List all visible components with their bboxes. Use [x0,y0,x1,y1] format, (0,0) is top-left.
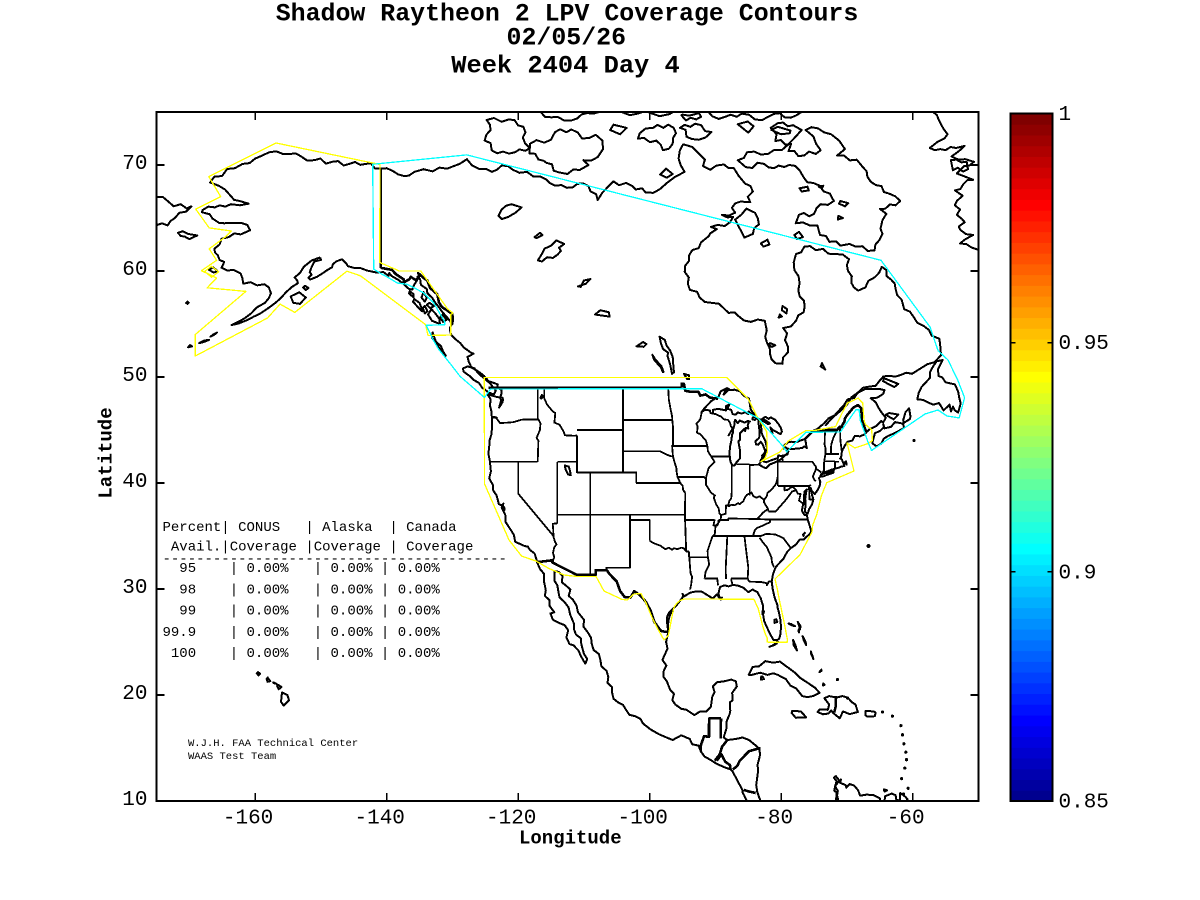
svg-text:------------------------------: ----------------------------------------… [163,552,507,568]
svg-text:99.9 | 0.00% | 0.00% | 0.: 99.9 | 0.00% | 0.00% | 0.00% [163,625,441,641]
svg-text:60: 60 [122,259,147,282]
svg-text:50: 50 [122,365,147,388]
svg-text:0.95: 0.95 [1059,333,1109,356]
svg-text:-80: -80 [755,808,793,831]
svg-text:0.9: 0.9 [1059,562,1097,585]
svg-text:20: 20 [122,683,147,706]
svg-text:10: 10 [122,789,147,812]
svg-text:Latitude: Latitude [96,407,118,498]
svg-text:-140: -140 [354,808,404,831]
svg-text:Percent| CONUS | Alaska | C: Percent| CONUS | Alaska | Canada [163,520,457,536]
svg-text:W.J.H. FAA Technical Center: W.J.H. FAA Technical Center [188,738,358,750]
svg-text:0.85: 0.85 [1059,792,1109,815]
svg-text:Week 2404 Day 4: Week 2404 Day 4 [451,52,680,81]
svg-text:70: 70 [122,153,147,176]
svg-text:99 | 0.00% | 0.00% | 0.00: 99 | 0.00% | 0.00% | 0.00% [163,604,441,620]
svg-text:Longitude: Longitude [519,828,622,850]
svg-text:-100: -100 [617,808,667,831]
svg-text:100 | 0.00% | 0.00% | 0.0: 100 | 0.00% | 0.00% | 0.00% [163,646,441,662]
svg-text:95 | 0.00% | 0.00% | 0.00: 95 | 0.00% | 0.00% | 0.00% [163,561,441,577]
svg-text:98 | 0.00% | 0.00% | 0.00: 98 | 0.00% | 0.00% | 0.00% [163,582,441,598]
svg-text:-60: -60 [887,808,925,831]
svg-text:Avail.|Coverage |Coverage | Co: Avail.|Coverage |Coverage | Coverage [163,540,474,556]
svg-text:02/05/26: 02/05/26 [507,25,627,53]
svg-text:1: 1 [1059,104,1072,127]
svg-text:WAAS Test Team: WAAS Test Team [188,751,276,763]
svg-text:-160: -160 [223,808,273,831]
svg-text:Shadow Raytheon 2 LPV Coverage: Shadow Raytheon 2 LPV Coverage Contours [276,1,859,29]
svg-text:-120: -120 [486,808,536,831]
svg-text:40: 40 [122,471,147,494]
svg-text:30: 30 [122,577,147,600]
